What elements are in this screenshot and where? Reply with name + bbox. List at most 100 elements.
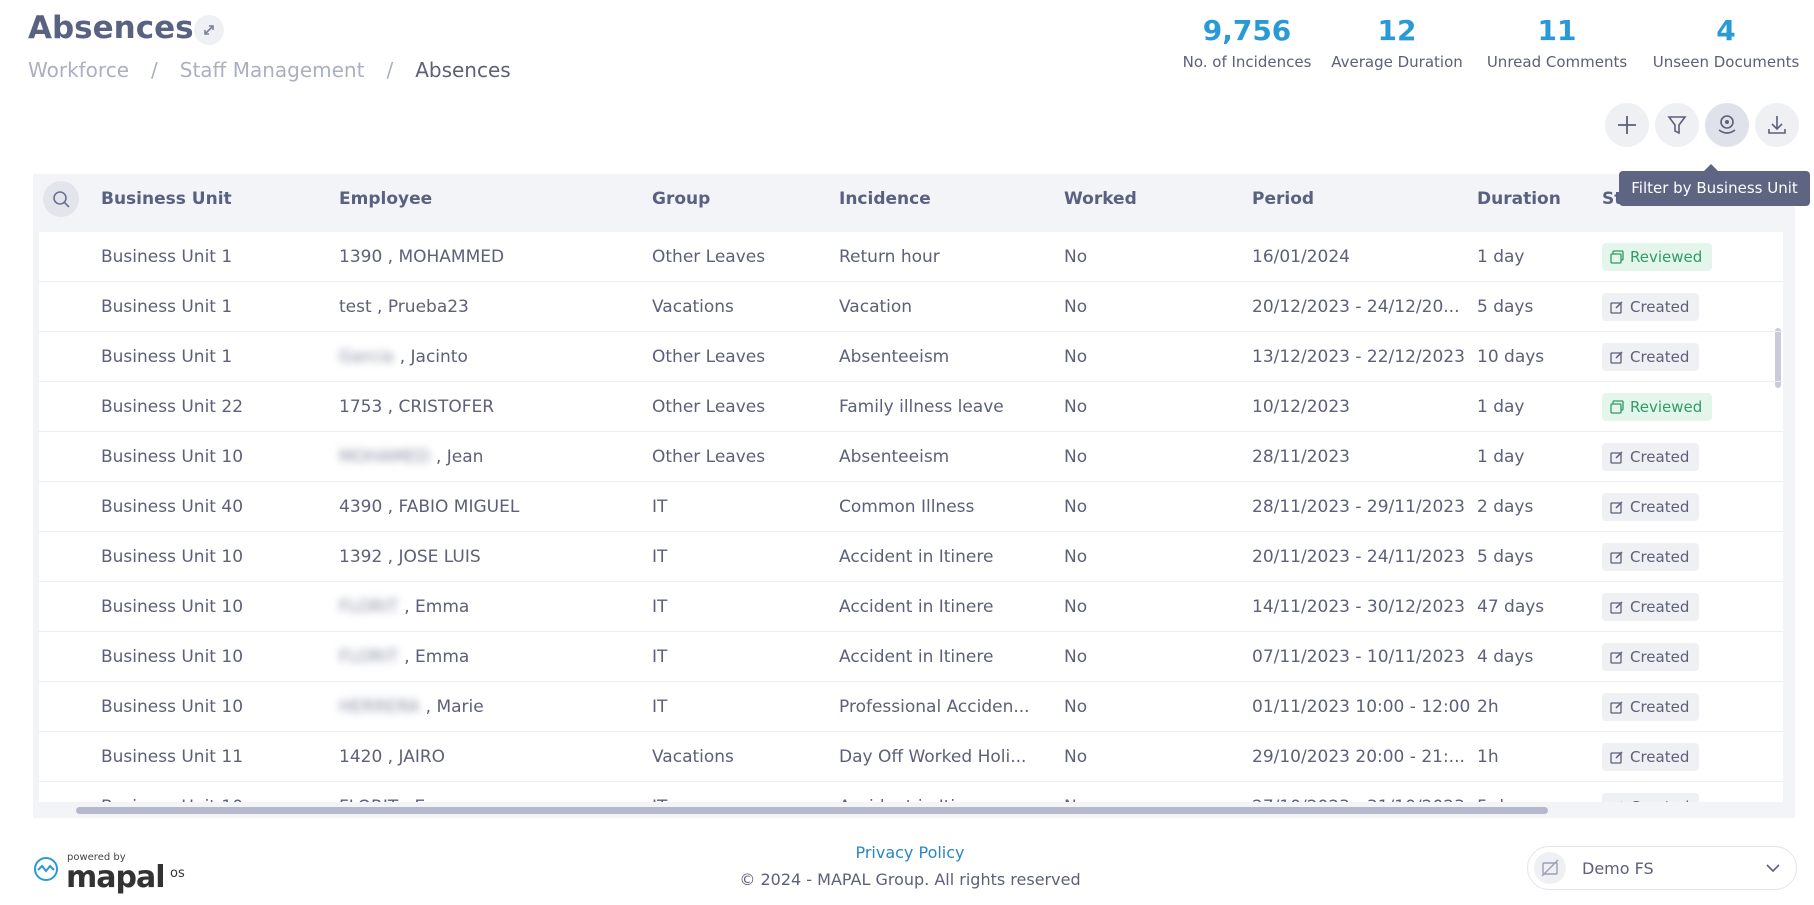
breadcrumb-item[interactable]: Staff Management bbox=[179, 58, 365, 82]
column-header: Incidence bbox=[839, 189, 931, 209]
table-cell: 1420 , JAIRO bbox=[339, 747, 446, 767]
table-cell: Other Leaves bbox=[652, 397, 766, 417]
business-unit-filter-button[interactable] bbox=[1705, 103, 1749, 147]
privacy-link[interactable]: Privacy Policy bbox=[855, 843, 965, 862]
stat-value: 9,756 bbox=[1202, 14, 1292, 47]
employee-name: , Marie bbox=[425, 697, 484, 717]
table-cell: 20/11/2023 - 24/11/2023 bbox=[1252, 547, 1465, 567]
table-cell: No bbox=[1064, 747, 1088, 767]
table-cell: 4 days bbox=[1477, 647, 1534, 667]
table-row[interactable]: Business Unit 11 1420 , JAIRO Vacations Day… bbox=[39, 732, 1783, 782]
table-cell: 10 days bbox=[1477, 347, 1545, 367]
tooltip: Filter by Business Unit bbox=[1619, 164, 1810, 206]
status-badge: Created bbox=[1602, 543, 1700, 571]
table-row[interactable]: Business Unit 22 1753 , CRISTOFER Other Le… bbox=[39, 382, 1783, 432]
table-row[interactable]: Business Unit 10 FLORIT, Emma IT Accident i… bbox=[39, 582, 1783, 632]
account-selector[interactable]: Demo FS bbox=[1527, 846, 1797, 890]
status-text: Created bbox=[1630, 298, 1690, 316]
employee-name: , Emma bbox=[404, 647, 470, 667]
stat-value: 12 bbox=[1377, 14, 1417, 47]
table-cell: Return hour bbox=[839, 247, 940, 267]
status-text: Created bbox=[1630, 598, 1690, 616]
status-badge: Created bbox=[1602, 793, 1700, 802]
table-cell: Business Unit 1 bbox=[101, 347, 233, 367]
download-button[interactable] bbox=[1755, 103, 1799, 147]
status-text: Created bbox=[1630, 498, 1690, 516]
table-cell: Business Unit 40 bbox=[101, 497, 244, 517]
table-row[interactable]: Business Unit 40 4390 , FABIO MIGUEL IT Com… bbox=[39, 482, 1783, 532]
table-cell: Family illness leave bbox=[839, 397, 1004, 417]
table-cell: Other Leaves bbox=[652, 247, 766, 267]
table-row[interactable]: Business Unit 1 test , Prueba23 Vacations V… bbox=[39, 282, 1783, 332]
table-cell: No bbox=[1064, 547, 1088, 567]
employee-cell: Garcia, Jacinto bbox=[339, 332, 468, 382]
table-row[interactable]: Business Unit 10 1392 , JOSE LUIS IT Accide… bbox=[39, 532, 1783, 582]
table-cell: 13/12/2023 - 22/12/2023 bbox=[1252, 347, 1465, 367]
table-cell: Vacations bbox=[652, 747, 734, 767]
horizontal-scrollbar[interactable] bbox=[76, 807, 1548, 814]
filter-button[interactable] bbox=[1655, 103, 1699, 147]
stat-label: Unread Comments bbox=[1486, 53, 1628, 71]
table-cell: 28/11/2023 - 29/11/2023 bbox=[1252, 497, 1465, 517]
table-cell: Business Unit 10 bbox=[101, 447, 244, 467]
redacted-name: FLORIT bbox=[339, 597, 399, 617]
stat: 11 Unread Comments bbox=[1487, 14, 1627, 71]
status-badge: Created bbox=[1602, 343, 1700, 371]
table-cell: Business Unit 10 bbox=[101, 547, 244, 567]
column-header: Group bbox=[652, 189, 711, 209]
table-cell: test , Prueba23 bbox=[339, 297, 469, 317]
redacted-name: FLORIT bbox=[339, 647, 399, 667]
table-row[interactable]: Business Unit 10 HERRERA, Marie IT Professi… bbox=[39, 682, 1783, 732]
table-row[interactable]: Business Unit 1 Garcia, Jacinto Other Leav… bbox=[39, 332, 1783, 382]
table-cell: IT bbox=[652, 782, 667, 802]
status-text: Created bbox=[1630, 448, 1690, 466]
table-cell: Accident in Itinere bbox=[839, 547, 994, 567]
stat: 4 Unseen Documents bbox=[1653, 14, 1800, 71]
status-badge: Reviewed bbox=[1602, 243, 1713, 271]
table-cell: 10/12/2023 bbox=[1252, 397, 1350, 417]
table-row[interactable]: Business Unit 10 FLORIT , E IT Accident in … bbox=[39, 782, 1783, 802]
table-cell: Business Unit 1 bbox=[101, 297, 233, 317]
table-cell: 07/11/2023 - 10/11/2023 bbox=[1252, 647, 1465, 667]
stat: 12 Average Duration bbox=[1331, 14, 1463, 71]
status-text: Reviewed bbox=[1630, 248, 1703, 266]
table-row[interactable]: Business Unit 1 1390 , MOHAMMED Other Leav… bbox=[39, 232, 1783, 282]
table-cell: Accident in Itinere bbox=[839, 597, 994, 617]
table-cell: Business Unit 10 bbox=[101, 782, 243, 802]
stat-label: No. of Incidences bbox=[1182, 53, 1312, 71]
table-cell: Business Unit 10 bbox=[101, 697, 244, 717]
table-cell: IT bbox=[652, 697, 668, 717]
stat: 9,756 No. of Incidences bbox=[1183, 14, 1312, 71]
table-cell: FLORIT , E bbox=[339, 782, 425, 802]
absences-table: Business Unit Employee Group Incidence Worke… bbox=[33, 174, 1795, 818]
table-cell: No bbox=[1064, 782, 1087, 802]
breadcrumb-separator: / bbox=[151, 58, 158, 82]
table-cell: Other Leaves bbox=[652, 347, 766, 367]
table-cell: 1 day bbox=[1477, 247, 1525, 267]
expand-button[interactable] bbox=[194, 15, 224, 45]
breadcrumb-separator: / bbox=[386, 58, 394, 82]
account-name: Demo FS bbox=[1582, 859, 1654, 878]
table-cell: 01/11/2023 10:00 - 12:00 bbox=[1252, 697, 1471, 717]
breadcrumb-item[interactable]: Workforce bbox=[28, 58, 130, 82]
table-header: Business Unit Employee Group Incidence Worke… bbox=[33, 174, 1795, 224]
copyright: © 2024 - MAPAL Group. All rights reserve… bbox=[739, 870, 1081, 889]
table-cell: 2 days bbox=[1477, 497, 1534, 517]
redacted-name: MOHAMED bbox=[339, 447, 430, 467]
table-cell: 1392 , JOSE LUIS bbox=[339, 547, 481, 567]
stat-label: Average Duration bbox=[1331, 53, 1463, 71]
search-button[interactable] bbox=[43, 181, 79, 217]
table-row[interactable]: Business Unit 10 MOHAMED, Jean Other Leave… bbox=[39, 432, 1783, 482]
table-row[interactable]: Business Unit 10 FLORIT, Emma IT Accident i… bbox=[39, 632, 1783, 682]
table-cell: Absenteeism bbox=[839, 347, 950, 367]
powered-by: powered by bbox=[67, 852, 126, 863]
status-badge: Reviewed bbox=[1602, 393, 1713, 421]
status-text: Created bbox=[1630, 548, 1690, 566]
add-button[interactable] bbox=[1605, 103, 1649, 147]
table-cell: Business Unit 1 bbox=[101, 247, 233, 267]
vertical-scrollbar[interactable] bbox=[1775, 328, 1781, 388]
table-cell: No bbox=[1064, 497, 1088, 517]
brand: mapal bbox=[66, 860, 166, 895]
table-cell: IT bbox=[652, 647, 668, 667]
